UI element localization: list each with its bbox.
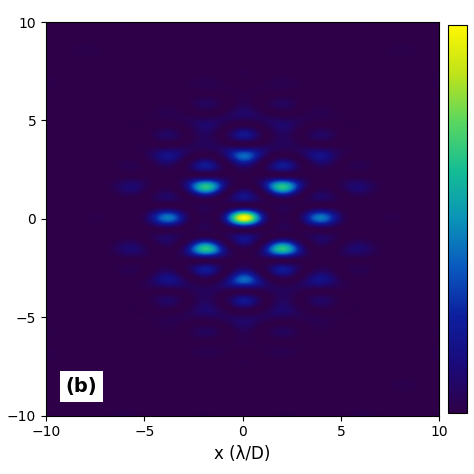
X-axis label: x (λ/D): x (λ/D) [214, 445, 271, 463]
Text: (b): (b) [65, 377, 97, 396]
